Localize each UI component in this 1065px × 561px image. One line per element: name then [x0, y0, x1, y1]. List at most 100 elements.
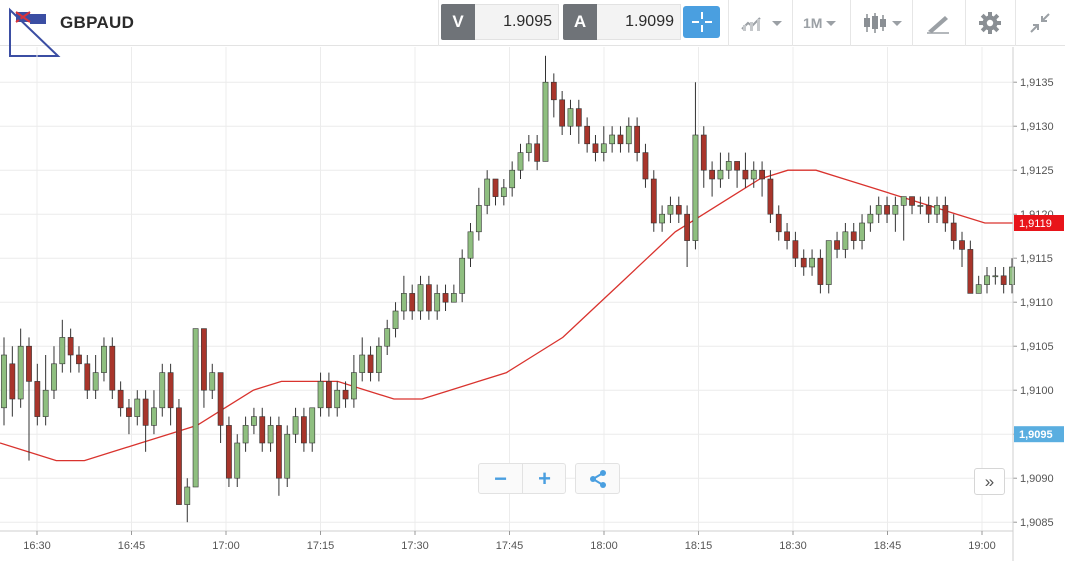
candle — [517, 143, 524, 179]
candle-body — [867, 213, 874, 224]
candle — [425, 275, 432, 320]
candle-body — [859, 222, 865, 241]
time-tick-label: 17:15 — [307, 540, 335, 552]
time-tick-label: 16:45 — [118, 540, 146, 552]
candle — [484, 170, 491, 215]
candle — [259, 407, 266, 452]
candle — [176, 399, 182, 505]
candle-body — [692, 134, 699, 241]
candle-body — [625, 125, 632, 145]
candle-body — [400, 293, 407, 312]
candle-body — [167, 372, 174, 409]
candle — [117, 381, 124, 417]
candle — [450, 284, 457, 303]
candle-body — [425, 284, 432, 312]
timeframe-select[interactable]: 1M — [803, 8, 837, 38]
candle — [967, 240, 974, 294]
candle-body — [709, 169, 715, 180]
top-toolbar: GBPAUD V 1.9095 A 1.9099 1M — [0, 0, 1065, 57]
candle — [975, 275, 982, 294]
candle — [842, 223, 849, 259]
candle — [351, 355, 357, 408]
candle-body — [442, 293, 449, 303]
candle-body — [59, 337, 66, 365]
zoom-divider — [522, 464, 523, 493]
candle — [84, 355, 91, 399]
candle — [875, 196, 882, 223]
candle-body — [26, 345, 32, 382]
candle-body — [500, 187, 507, 197]
candle — [400, 275, 407, 320]
candle — [659, 205, 665, 232]
candle-body — [84, 363, 91, 391]
candle-body — [600, 143, 607, 153]
candle-body — [792, 240, 799, 259]
candle-body — [42, 389, 49, 417]
zoom-in-button[interactable]: + — [538, 465, 551, 491]
candle-body — [984, 275, 990, 285]
buy-label: A — [563, 4, 597, 40]
candle-body — [251, 416, 257, 426]
candlestick-chart[interactable]: 1,91351,91301,91251,91201,91151,91101,91… — [0, 47, 1065, 561]
candle-body — [284, 433, 291, 479]
share-button[interactable] — [575, 463, 620, 494]
candle — [467, 223, 474, 267]
buy-price: 1.9099 — [597, 4, 681, 40]
collapse-button[interactable] — [1028, 8, 1052, 38]
buy-quote[interactable]: A 1.9099 — [563, 4, 681, 40]
time-tick-label: 19:00 — [968, 540, 996, 552]
candle — [151, 390, 157, 435]
candle-body — [92, 372, 99, 391]
candle — [292, 407, 299, 443]
candle-body — [434, 293, 441, 312]
candle — [800, 249, 807, 276]
settings-button[interactable] — [978, 8, 1002, 38]
candle — [9, 346, 16, 417]
chart-type-button[interactable] — [740, 8, 782, 38]
candle — [301, 407, 307, 452]
drawing-icon — [927, 16, 949, 34]
sell-quote[interactable]: V 1.9095 — [441, 4, 559, 40]
candle — [251, 407, 257, 435]
timeframe-label: 1M — [803, 15, 823, 31]
candle-body — [959, 240, 965, 250]
candle — [134, 390, 141, 426]
candle-body — [276, 425, 282, 479]
candle — [309, 407, 316, 452]
candle — [1, 337, 7, 426]
candle-body — [534, 143, 541, 162]
candle-body — [242, 425, 249, 444]
candle — [92, 355, 99, 399]
candle-body — [834, 240, 840, 250]
candle-body — [192, 328, 199, 488]
toolbar-divider — [912, 0, 913, 46]
candle-body — [342, 389, 349, 400]
candle — [76, 346, 82, 373]
candle — [925, 196, 932, 223]
candle-body — [934, 205, 940, 215]
candle — [59, 319, 66, 373]
candle-body — [667, 205, 674, 215]
symbol-title[interactable]: GBPAUD — [60, 13, 135, 32]
candle — [809, 249, 815, 276]
candle-body — [159, 372, 166, 409]
candlestick-button[interactable] — [862, 8, 902, 38]
crosshair-button[interactable] — [683, 6, 720, 38]
price-chart[interactable]: 1,91351,91301,91251,91201,91151,91101,91… — [0, 47, 1065, 561]
candle-body — [384, 328, 391, 347]
candle-body — [151, 407, 157, 426]
candle — [525, 135, 532, 162]
drawing-tools-button[interactable] — [925, 8, 951, 38]
candle-body — [775, 213, 782, 233]
candle-body — [326, 381, 332, 409]
zoom-out-button[interactable]: − — [494, 465, 507, 491]
candle-body — [359, 354, 366, 373]
scroll-to-latest-button[interactable]: » — [974, 468, 1005, 495]
share-icon — [589, 469, 606, 488]
candle-body — [234, 442, 241, 479]
candle-body — [675, 205, 682, 215]
candle — [534, 135, 541, 171]
chart-type-icon — [741, 17, 761, 31]
candle — [817, 249, 824, 294]
candle — [934, 196, 940, 223]
